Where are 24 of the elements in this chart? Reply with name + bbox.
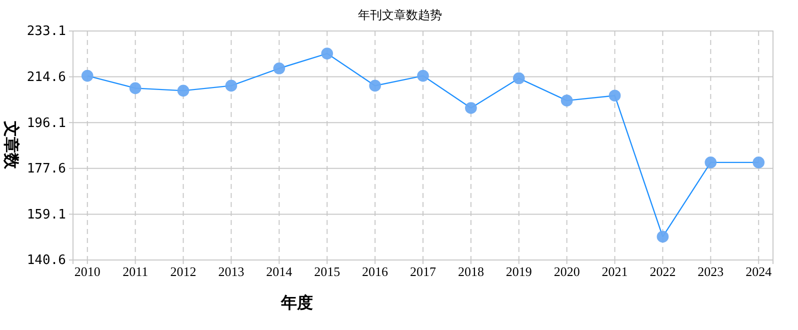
x-tick-label: 2019	[506, 264, 532, 280]
x-tick-label: 2014	[266, 264, 293, 280]
x-tick-label: 2015	[314, 264, 340, 280]
y-tick-label: 140.6	[26, 253, 66, 268]
x-tick-label: 2010	[74, 264, 100, 280]
x-tick-label: 2024	[746, 264, 772, 280]
y-tick-label: 214.6	[26, 70, 66, 85]
y-tick-label: 233.1	[26, 24, 66, 40]
y-tick-label: 159.1	[26, 207, 66, 222]
y-axis-title: 文章数	[2, 120, 21, 170]
chart-title: 年刊文章数趋势	[358, 8, 442, 22]
x-tick-label: 2011	[122, 264, 148, 280]
x-tick-label: 2023	[698, 264, 724, 280]
x-tick-label: 2021	[602, 264, 628, 280]
y-tick-label: 177.6	[26, 162, 66, 177]
x-tick-label: 2016	[362, 264, 389, 280]
x-axis-title: 年度	[280, 293, 313, 312]
y-tick-label: 196.1	[26, 116, 66, 131]
x-tick-label: 2018	[458, 264, 484, 280]
x-tick-label: 2013	[218, 264, 244, 280]
x-tick-label: 2017	[410, 264, 436, 280]
x-tick-label: 2020	[554, 264, 580, 280]
x-tick-label: 2022	[650, 264, 676, 280]
x-tick-label: 2012	[170, 264, 196, 280]
